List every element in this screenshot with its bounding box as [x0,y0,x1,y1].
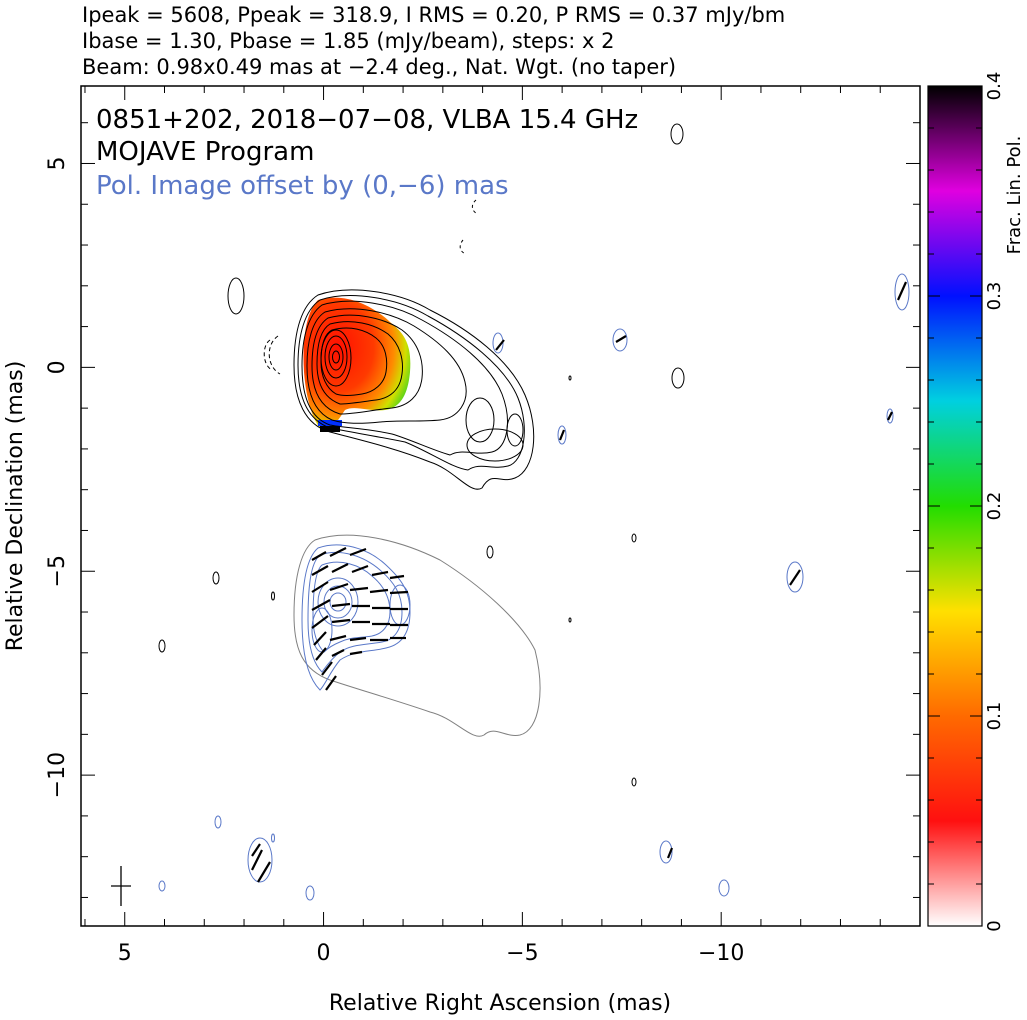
cb-tick-label: 0.3 [984,282,1005,311]
colorbar: 0 0.1 0.2 0.3 0.4 Frac. Lin. Pol. [927,72,1025,932]
x-tick-label: −5 [506,941,538,966]
header-line-1: Ipeak = 5608, Ppeak = 318.9, I RMS = 0.2… [82,3,785,27]
colorbar-label: Frac. Lin. Pol. [1004,136,1025,255]
x-tick-label: 5 [118,941,132,966]
colorbar-tick-labels: 0 0.1 0.2 0.3 0.4 [984,72,1005,932]
header-line-2: Ibase = 1.30, Pbase = 1.85 (mJy/beam), s… [82,29,614,53]
beam-cross [111,866,131,906]
plot-frame [80,85,921,927]
x-tick-label: 0 [317,941,331,966]
axis-ticks [81,86,921,926]
colorbar-ticks [928,85,982,927]
pol-color-edge-dark [320,426,340,432]
axis-tick-labels: 5 0 −5 −10 5 0 −5 −10 [45,156,744,966]
source-annotation: 0851+202, 2018−07−08, VLBA 15.4 GHz [96,105,638,135]
x-tick-label: −10 [698,941,744,966]
header-line-3: Beam: 0.98x0.49 mas at −2.4 deg., Nat. W… [82,55,676,79]
cb-tick-label: 0.2 [984,492,1005,521]
image-content [111,123,910,906]
pol-color-edge [318,420,342,426]
cb-tick-label: 0.4 [984,72,1005,101]
stokes-i-contours [293,289,535,490]
y-axis-label: Relative Declination (mas) [3,361,28,652]
offset-annotation: Pol. Image offset by (0,−6) mas [96,171,509,201]
fractional-pol-color-patch [303,297,411,428]
cb-tick-label: 0.1 [984,702,1005,731]
x-axis-label: Relative Right Ascension (mas) [329,991,671,1016]
y-tick-label: −5 [45,555,70,587]
program-annotation: MOJAVE Program [96,137,314,167]
y-tick-label: 0 [45,360,70,374]
noise-contours [158,123,685,787]
evpa-vectors [251,281,908,883]
y-tick-label: −10 [45,752,70,798]
pol-image-base-contour [293,534,541,737]
cb-tick-label: 0 [984,920,1005,931]
y-tick-label: 5 [45,156,70,170]
